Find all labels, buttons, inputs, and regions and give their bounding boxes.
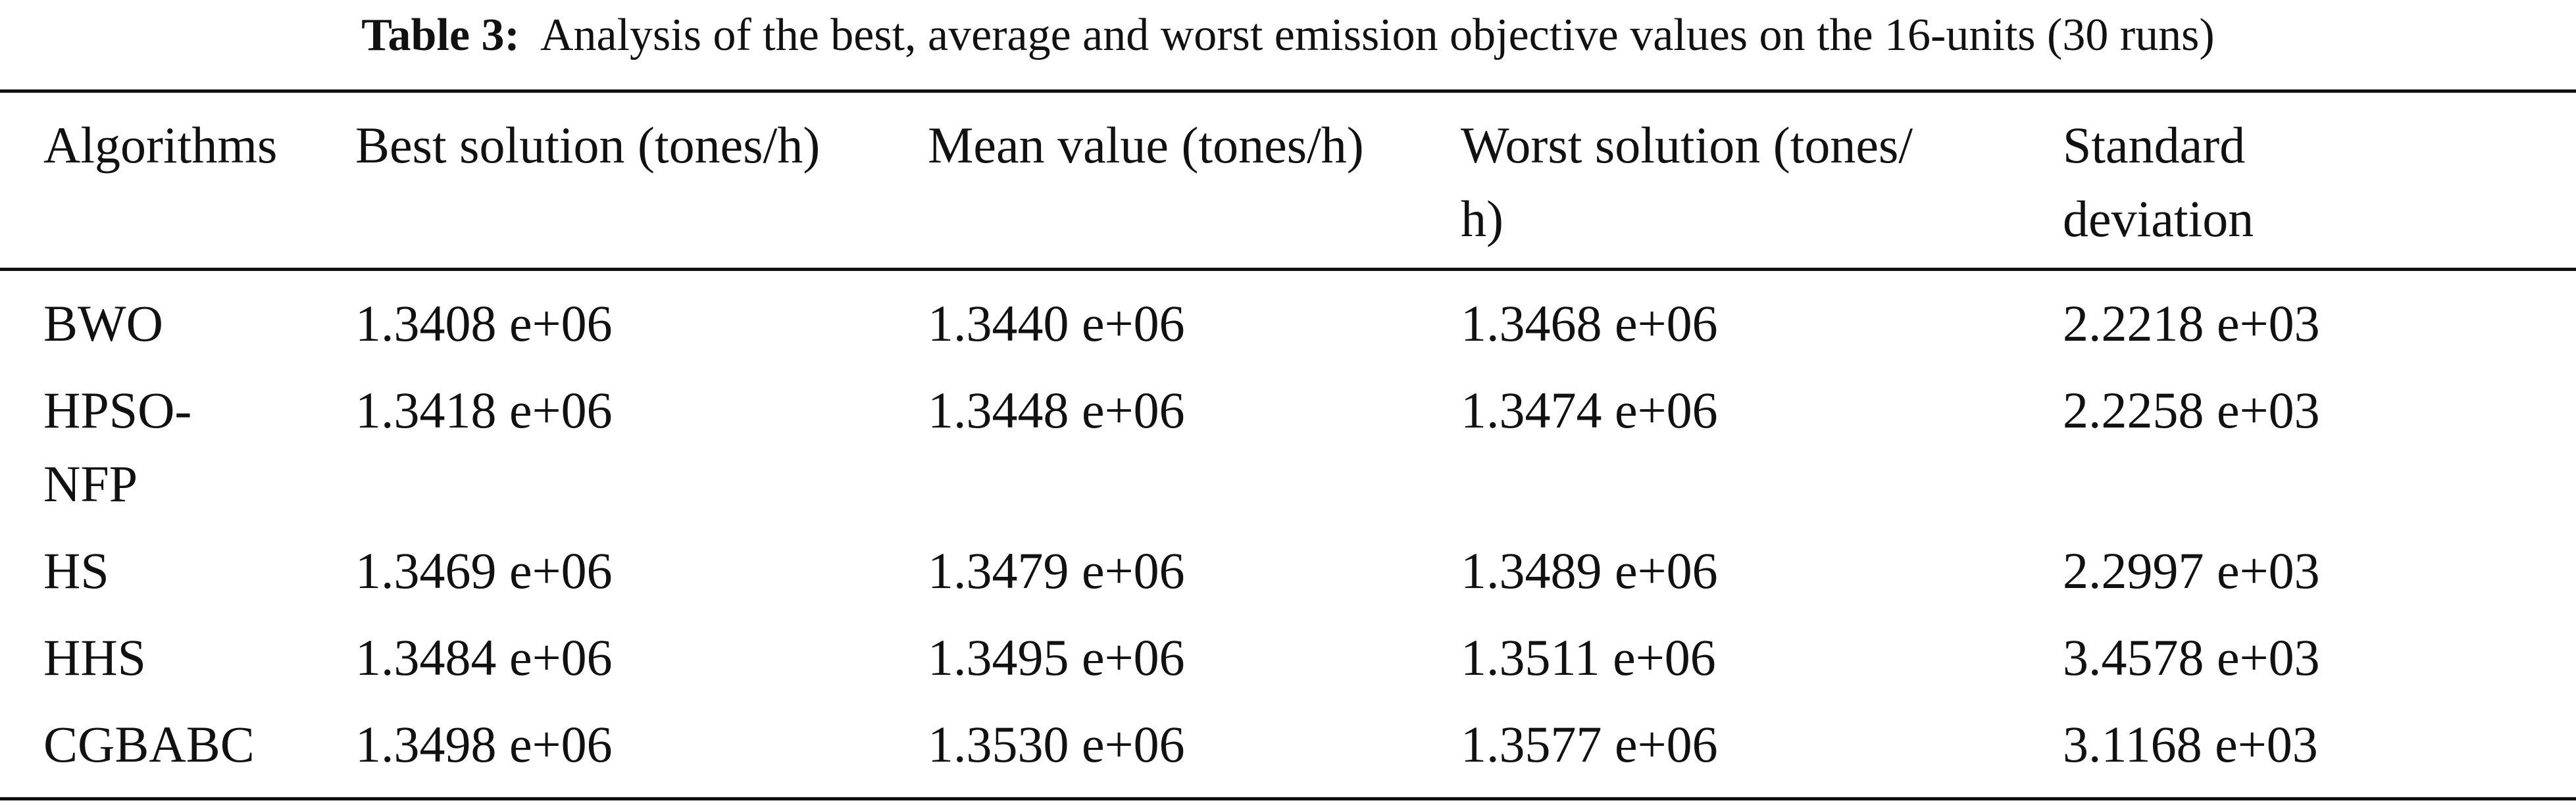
cell-worst: 1.3489 e+06 [1461, 542, 1718, 599]
cell-mean: 1.3530 e+06 [928, 716, 1185, 773]
cell-best: 1.3469 e+06 [355, 542, 613, 599]
cell-std: 2.2258 e+03 [2063, 381, 2320, 439]
table-header-rule [0, 268, 2576, 271]
table-row: HS 1.3469 e+06 1.3479 e+06 1.3489 e+06 2… [0, 534, 2576, 621]
table-header: Algorithms Best solution (tones/h) Mean … [0, 109, 2576, 256]
cell-worst: 1.3511 e+06 [1461, 629, 1716, 686]
cell-worst: 1.3577 e+06 [1461, 716, 1718, 773]
table-top-rule [0, 89, 2576, 93]
cell-std: 2.2997 e+03 [2063, 542, 2320, 599]
cell-algorithm: HHS [43, 629, 147, 686]
cell-best: 1.3408 e+06 [355, 295, 613, 352]
cell-algorithm: BWO [43, 295, 163, 352]
header-mean-value: Mean value (tones/h) [928, 116, 1364, 174]
cell-std: 3.1168 e+03 [2063, 716, 2318, 773]
cell-algorithm: CGBABC [43, 716, 255, 773]
table-row: CGBABC 1.3498 e+06 1.3530 e+06 1.3577 e+… [0, 708, 2576, 781]
header-algorithms: Algorithms [43, 116, 278, 174]
cell-mean: 1.3495 e+06 [928, 629, 1185, 686]
cell-mean: 1.3448 e+06 [928, 381, 1185, 439]
cell-worst: 1.3474 e+06 [1461, 381, 1718, 439]
table-bottom-rule [0, 797, 2576, 800]
cell-algorithm: HPSO- NFP [43, 381, 192, 512]
table-row: BWO 1.3408 e+06 1.3440 e+06 1.3468 e+06 … [0, 287, 2576, 374]
table-row: HHS 1.3484 e+06 1.3495 e+06 1.3511 e+06 … [0, 621, 2576, 708]
header-worst-solution: Worst solution (tones/h) [1461, 116, 1913, 247]
header-best-solution: Best solution (tones/h) [355, 116, 821, 174]
table-row: HPSO- NFP 1.3418 e+06 1.3448 e+06 1.3474 … [0, 374, 2576, 534]
cell-mean: 1.3479 e+06 [928, 542, 1185, 599]
table-caption: Table 3: Analysis of the best, average a… [0, 3, 2576, 68]
cell-std: 2.2218 e+03 [2063, 295, 2320, 352]
table-caption-label: Table 3: [361, 10, 520, 61]
cell-algorithm: HS [43, 542, 109, 599]
cell-mean: 1.3440 e+06 [928, 295, 1185, 352]
cell-best: 1.3484 e+06 [355, 629, 613, 686]
header-standard-deviation: Standard deviation [2063, 116, 2254, 247]
cell-worst: 1.3468 e+06 [1461, 295, 1718, 352]
cell-best: 1.3418 e+06 [355, 381, 613, 439]
table-body: BWO 1.3408 e+06 1.3440 e+06 1.3468 e+06 … [0, 287, 2576, 781]
cell-best: 1.3498 e+06 [355, 716, 613, 773]
table-caption-text: Analysis of the best, average and worst … [540, 10, 2215, 61]
cell-std: 3.4578 e+03 [2063, 629, 2320, 686]
header-row: Algorithms Best solution (tones/h) Mean … [0, 109, 2576, 256]
